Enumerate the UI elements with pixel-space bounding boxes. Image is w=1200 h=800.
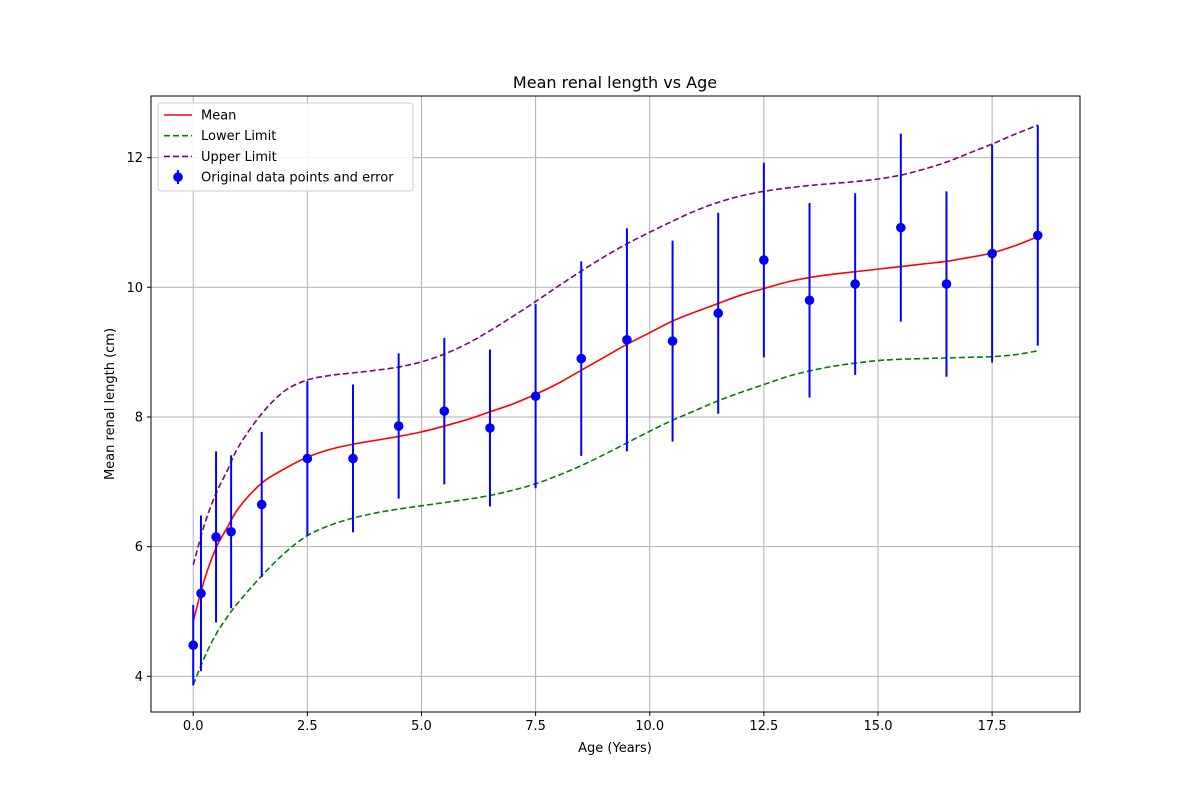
data-point bbox=[667, 336, 678, 346]
y-tick-label: 12 bbox=[126, 151, 143, 166]
legend-box bbox=[157, 102, 414, 192]
y-tick-label: 8 bbox=[135, 410, 143, 425]
data-point bbox=[226, 526, 236, 537]
x-tick-label: 15.0 bbox=[864, 719, 893, 734]
data-point bbox=[393, 421, 404, 431]
x-tick-label: 7.5 bbox=[525, 719, 546, 734]
data-point bbox=[439, 406, 450, 416]
data-point bbox=[622, 335, 632, 345]
x-axis-label: Age (Years) bbox=[578, 741, 652, 756]
data-point bbox=[759, 255, 769, 265]
data-point bbox=[804, 295, 815, 306]
data-point bbox=[987, 248, 997, 259]
data-point bbox=[896, 222, 906, 233]
y-tick-label: 10 bbox=[126, 281, 143, 296]
x-tick-label: 10.0 bbox=[635, 719, 664, 734]
x-tick-label: 0.0 bbox=[183, 719, 204, 734]
data-point bbox=[348, 453, 358, 464]
series-line-lower-limit bbox=[192, 350, 1038, 686]
plot-area bbox=[188, 124, 1043, 686]
data-point bbox=[196, 588, 206, 599]
data-point bbox=[256, 499, 267, 510]
data-point bbox=[713, 308, 724, 319]
legend: Mean Lower Limit Upper Limit Original data … bbox=[157, 102, 414, 192]
y-tick-label: 4 bbox=[135, 670, 143, 685]
x-axis-ticks: 0.0 2.5 5.0 7.5 10.0 12.5 15.0 17.5 bbox=[183, 712, 1007, 734]
y-tick-label: 6 bbox=[135, 540, 143, 555]
legend-label: Lower Limit bbox=[201, 129, 276, 144]
data-point bbox=[850, 279, 860, 289]
data-point bbox=[211, 532, 221, 542]
legend-swatch-marker bbox=[173, 172, 183, 182]
y-axis-ticks: 4 6 8 10 12 bbox=[126, 151, 151, 685]
data-point bbox=[302, 453, 313, 464]
data-point bbox=[485, 423, 495, 433]
legend-label: Original data points and error bbox=[201, 171, 394, 186]
series-line-upper-limit bbox=[192, 124, 1039, 566]
series-group bbox=[188, 124, 1043, 686]
x-tick-label: 17.5 bbox=[978, 719, 1007, 734]
axes-frame bbox=[150, 95, 1081, 713]
data-point bbox=[941, 279, 952, 289]
x-tick-label: 5.0 bbox=[411, 719, 432, 734]
legend-label: Upper Limit bbox=[201, 150, 277, 165]
data-point bbox=[576, 353, 587, 364]
series-line-mean bbox=[192, 235, 1039, 622]
chart-title: Mean renal length vs Age bbox=[513, 73, 717, 92]
data-point bbox=[188, 640, 199, 651]
data-point bbox=[1032, 230, 1043, 241]
y-axis-label: Mean renal length (cm) bbox=[103, 328, 118, 480]
x-tick-label: 12.5 bbox=[749, 719, 778, 734]
legend-label: Mean bbox=[201, 109, 236, 124]
x-tick-label: 2.5 bbox=[297, 719, 318, 734]
data-point bbox=[530, 391, 541, 402]
